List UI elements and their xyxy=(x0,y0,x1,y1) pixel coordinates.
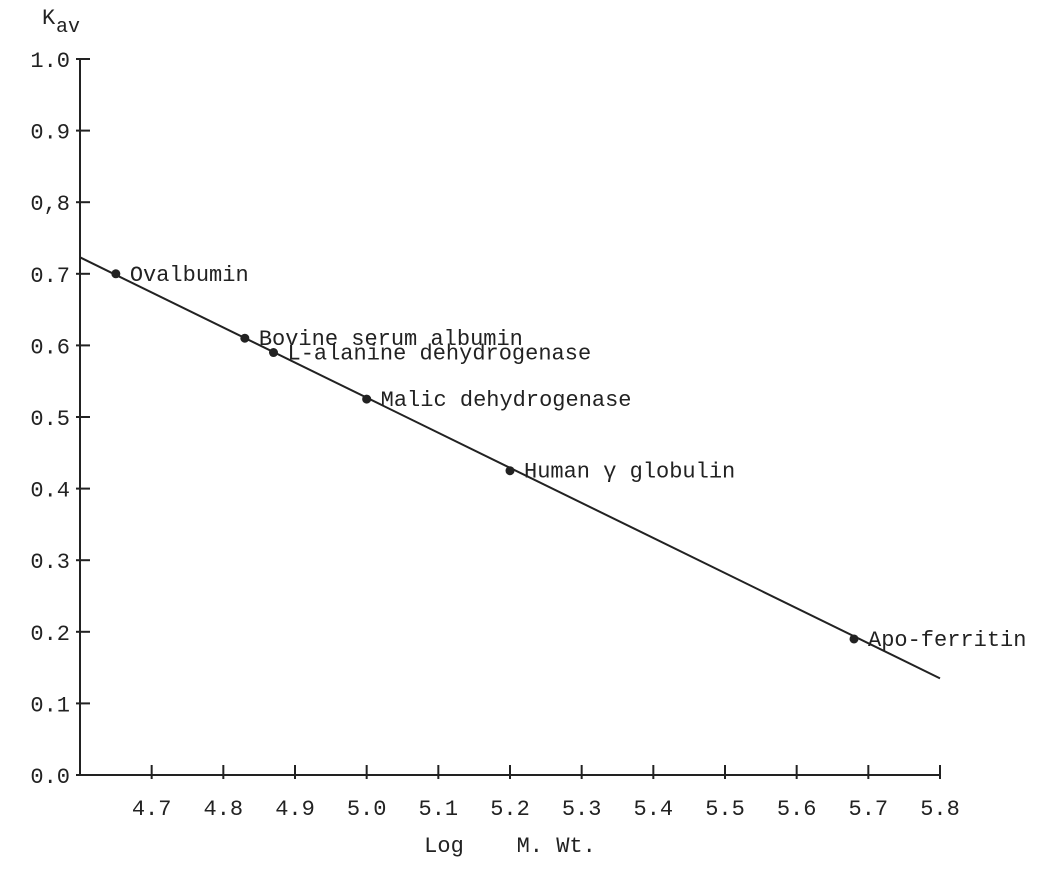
data-point-label: Human γ globulin xyxy=(524,460,735,485)
data-point xyxy=(111,269,121,279)
y-axis-title-main: K xyxy=(42,6,56,31)
x-tick-label: 4.9 xyxy=(275,797,315,822)
y-axis-title: K av xyxy=(42,6,80,39)
y-tick-label: 0.4 xyxy=(30,479,70,504)
data-point xyxy=(362,394,372,404)
y-tick-label: 0.6 xyxy=(30,335,70,360)
y-tick-label: 0.9 xyxy=(30,121,70,146)
x-tick-label: 5.8 xyxy=(920,797,960,822)
y-tick-label: 1.0 xyxy=(30,49,70,74)
data-point-label: Apo-ferritin xyxy=(868,628,1026,653)
y-axis-title-sub: av xyxy=(56,16,80,39)
y-tick-label: 0.7 xyxy=(30,264,70,289)
x-tick-label: 5.3 xyxy=(562,797,602,822)
x-tick-label: 5.2 xyxy=(490,797,530,822)
data-point-label: Malic dehydrogenase xyxy=(381,388,632,413)
data-point xyxy=(269,348,278,358)
x-tick-label: 5.5 xyxy=(705,797,745,822)
x-tick-label: 4.8 xyxy=(204,797,244,822)
y-tick-label: 0,8 xyxy=(30,192,70,217)
y-tick-label: 0.2 xyxy=(30,622,70,647)
y-tick-label: 0.3 xyxy=(30,550,70,575)
x-axis-title: Log M. Wt. xyxy=(424,834,596,859)
data-point-label: Ovalbumin xyxy=(130,263,249,288)
data-point xyxy=(505,466,515,476)
x-tick-label: 5.7 xyxy=(849,797,889,822)
x-tick-label: 5.4 xyxy=(634,797,674,822)
axes: 4.7 4.8 4.9 5.0 5.1 5.2 5.3 5.4 5.5 5.6 5.7 5.8 0.0 0… xyxy=(30,49,959,822)
x-tick-label: 5.0 xyxy=(347,797,387,822)
data-point-label: Bovine serum albumin xyxy=(259,327,523,352)
data-point-label: L-alanine dehydrogenase xyxy=(288,342,592,367)
x-tick-label: 5.6 xyxy=(777,797,817,822)
y-tick-label: 0.0 xyxy=(30,765,70,790)
y-tick-label: 0.5 xyxy=(30,407,70,432)
x-tick-label: 5.1 xyxy=(419,797,459,822)
y-tick-label: 0.1 xyxy=(30,693,70,718)
data-point xyxy=(240,333,250,343)
x-tick-label: 4.7 xyxy=(132,797,172,822)
data-point xyxy=(849,634,859,644)
